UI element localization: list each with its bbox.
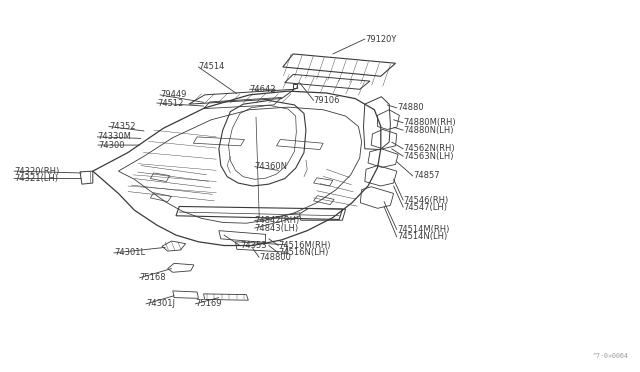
Text: 74512: 74512 bbox=[157, 99, 183, 108]
Text: 748800: 748800 bbox=[259, 253, 291, 262]
Text: 74546(RH): 74546(RH) bbox=[403, 196, 449, 205]
Text: 74880: 74880 bbox=[397, 103, 424, 112]
Text: 74563N(LH): 74563N(LH) bbox=[403, 152, 454, 161]
Text: 79120Y: 79120Y bbox=[365, 35, 396, 44]
Text: 74320(RH): 74320(RH) bbox=[14, 167, 60, 176]
Text: 74880N(LH): 74880N(LH) bbox=[403, 126, 454, 135]
Text: 74330M: 74330M bbox=[97, 132, 131, 141]
Text: 74301J: 74301J bbox=[146, 299, 175, 308]
Text: 74842(RH): 74842(RH) bbox=[255, 216, 300, 225]
Text: 74857: 74857 bbox=[413, 171, 440, 180]
Text: ^7·0»0064: ^7·0»0064 bbox=[593, 353, 628, 359]
Text: 79449: 79449 bbox=[160, 90, 186, 99]
Text: 74514M(RH): 74514M(RH) bbox=[397, 225, 449, 234]
Text: 74516N(LH): 74516N(LH) bbox=[278, 248, 329, 257]
Text: 79106: 79106 bbox=[314, 96, 340, 105]
Text: 74300: 74300 bbox=[98, 141, 124, 150]
Text: 74321(LH): 74321(LH) bbox=[14, 174, 58, 183]
Text: 74843(LH): 74843(LH) bbox=[255, 224, 299, 232]
Text: 74352: 74352 bbox=[109, 122, 135, 131]
Text: 74642: 74642 bbox=[250, 85, 276, 94]
Text: 74360N: 74360N bbox=[255, 162, 288, 171]
Text: 74516M(RH): 74516M(RH) bbox=[278, 241, 331, 250]
Text: 75168: 75168 bbox=[140, 273, 166, 282]
Text: 75169: 75169 bbox=[195, 299, 221, 308]
Text: 74547(LH): 74547(LH) bbox=[403, 203, 447, 212]
Text: 74353: 74353 bbox=[240, 241, 267, 250]
Text: 74301L: 74301L bbox=[114, 248, 145, 257]
Text: 74880M(RH): 74880M(RH) bbox=[403, 118, 456, 127]
Text: 74514: 74514 bbox=[198, 62, 225, 71]
Text: 74562N(RH): 74562N(RH) bbox=[403, 144, 455, 153]
Text: 74514N(LH): 74514N(LH) bbox=[397, 232, 447, 241]
